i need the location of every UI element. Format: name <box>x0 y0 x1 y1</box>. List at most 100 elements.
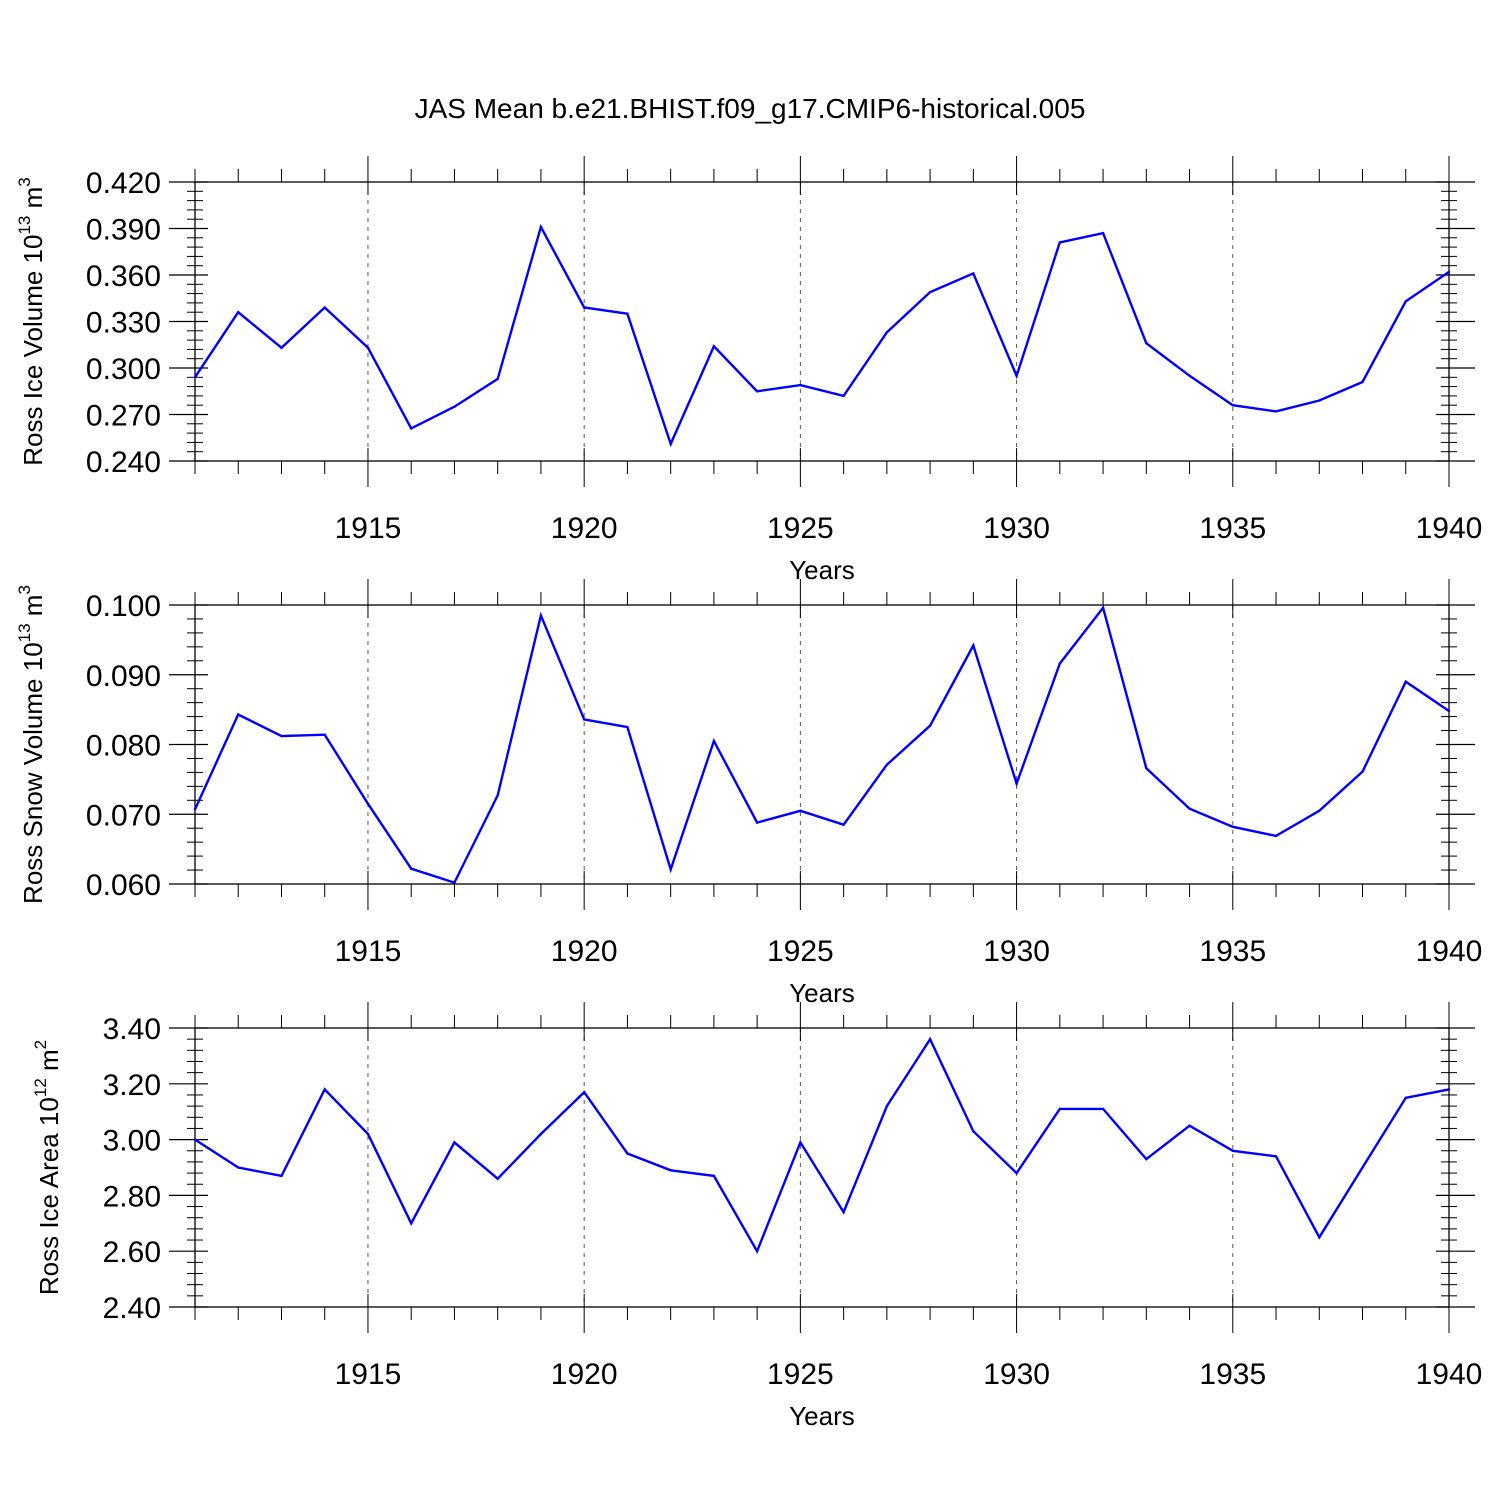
panel-3: 2.40 2.60 2.80 3.00 3.20 3.40 1915 1920 1925 1930… <box>31 1002 1482 1431</box>
series-line <box>194 1036 1450 1254</box>
data-point <box>885 331 889 334</box>
xtick-label: 1915 <box>335 512 402 545</box>
ytick-label: 0.070 <box>86 799 161 832</box>
data-point <box>582 718 586 721</box>
data-point <box>1361 770 1364 773</box>
data-point <box>1015 782 1018 785</box>
data-point <box>1274 1155 1278 1158</box>
data-point <box>1188 807 1191 810</box>
xtick-label: 1935 <box>1199 1358 1266 1391</box>
data-point <box>539 1132 543 1136</box>
data-point <box>1274 834 1278 838</box>
xtick-label: 1915 <box>335 935 402 968</box>
xtick-label: 1940 <box>1416 1358 1483 1391</box>
data-point <box>626 312 629 315</box>
ytick-label: 0.390 <box>86 214 161 247</box>
data-point <box>323 1088 326 1091</box>
xtick-label: 1920 <box>551 935 618 968</box>
data-point <box>1058 241 1062 244</box>
data-point <box>1188 374 1191 377</box>
series-line <box>193 605 1450 885</box>
panel-2: 0.060 0.070 0.080 0.090 0.100 1915 1920 1925 193… <box>15 579 1482 1008</box>
data-point <box>280 1174 283 1178</box>
data-point <box>1231 825 1234 829</box>
data-point <box>582 1090 586 1094</box>
ytick-label: 0.300 <box>86 353 161 386</box>
ytick-label: 3.20 <box>103 1069 161 1102</box>
ytick-label: 0.360 <box>86 260 161 293</box>
data-point <box>885 763 889 766</box>
x-axis-label: Years <box>789 555 855 585</box>
data-point <box>1361 380 1364 384</box>
data-point <box>366 802 370 805</box>
data-point <box>1447 709 1451 713</box>
panel-1: 0.240 0.270 0.300 0.330 0.360 0.390 0.420 1915 1… <box>15 156 1482 585</box>
data-point <box>193 376 197 379</box>
data-point <box>1015 374 1018 377</box>
data-point <box>842 823 845 826</box>
ytick-label: 2.40 <box>103 1292 161 1325</box>
data-point <box>972 1130 975 1133</box>
y-axis-label: Ross Snow Volume 1013 m3 <box>15 585 48 904</box>
xtick-label: 1915 <box>335 1358 402 1391</box>
xtick-label: 1925 <box>767 512 834 545</box>
xtick-label: 1935 <box>1199 935 1266 968</box>
xtick-label: 1920 <box>551 1358 618 1391</box>
y-axis-label: Ross Ice Area 1012 m2 <box>31 1040 64 1295</box>
data-point <box>280 734 283 738</box>
data-point <box>1404 1096 1407 1099</box>
data-point <box>366 346 370 350</box>
data-point <box>1231 1149 1234 1152</box>
plot-frame <box>194 181 1450 462</box>
series-line <box>194 223 1450 448</box>
data-point <box>626 725 629 729</box>
data-point <box>1101 606 1105 609</box>
data-point <box>366 1132 370 1136</box>
ytick-label: 0.270 <box>86 400 161 433</box>
data-point <box>755 1250 759 1253</box>
xtick-label: 1925 <box>767 935 834 968</box>
data-point <box>972 644 975 647</box>
data-point <box>799 809 802 812</box>
data-point <box>1318 1236 1321 1239</box>
data-point <box>1145 342 1148 345</box>
ytick-label: 3.00 <box>103 1125 161 1158</box>
data-point <box>842 1210 845 1214</box>
data-point <box>1145 767 1148 770</box>
data-point <box>842 394 845 398</box>
xtick-label: 1930 <box>983 512 1050 545</box>
data-point <box>1058 1107 1062 1111</box>
data-point <box>928 724 932 727</box>
xtick-label: 1935 <box>1199 512 1266 545</box>
xtick-label: 1930 <box>983 935 1050 968</box>
data-point <box>453 1141 456 1144</box>
ytick-label: 0.420 <box>86 167 161 200</box>
data-point <box>1447 1088 1451 1091</box>
x-axis-label: Years <box>789 978 855 1008</box>
data-point <box>237 311 240 314</box>
data-point <box>755 390 759 393</box>
data-point <box>1318 399 1321 402</box>
data-point <box>539 225 543 229</box>
data-point <box>410 427 413 430</box>
data-point <box>712 1174 716 1178</box>
data-point <box>1101 1107 1105 1111</box>
data-point <box>1447 270 1451 274</box>
data-point <box>1188 1124 1191 1127</box>
data-point <box>453 405 456 408</box>
data-point <box>885 1104 889 1108</box>
data-point <box>410 1222 413 1225</box>
data-point <box>972 272 975 275</box>
plot-frame <box>194 1027 1450 1308</box>
data-point <box>1404 300 1407 303</box>
x-axis-label: Years <box>789 1401 855 1431</box>
data-point <box>1404 680 1407 683</box>
data-point <box>1361 1166 1364 1169</box>
ytick-label: 0.080 <box>86 730 161 763</box>
data-point <box>582 306 586 309</box>
data-point <box>193 808 197 811</box>
plot-frame <box>194 604 1450 885</box>
data-point <box>496 794 499 797</box>
data-point <box>928 1037 932 1041</box>
ytick-label: 2.60 <box>103 1236 161 1269</box>
